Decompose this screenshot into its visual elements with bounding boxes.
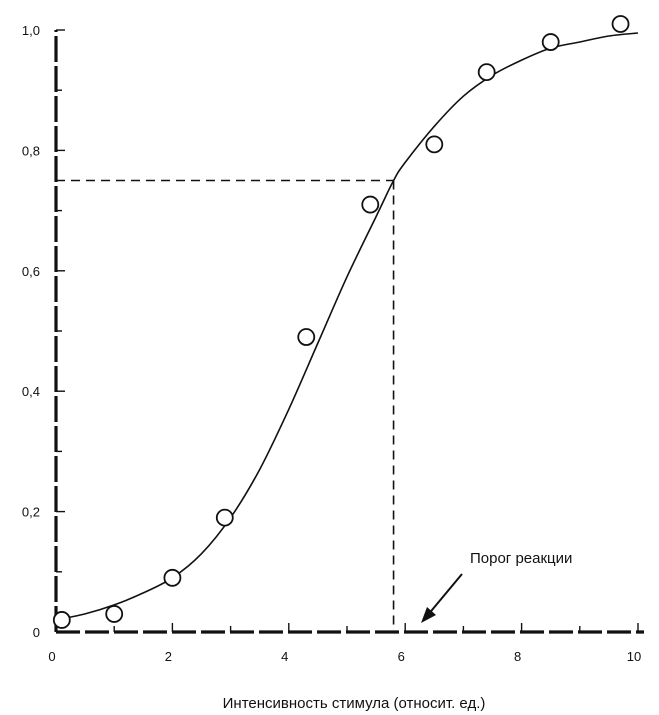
x-tick-label: 4 <box>281 649 288 664</box>
data-points <box>52 15 630 629</box>
threshold-arrow-head <box>421 607 436 623</box>
data-point <box>541 33 560 51</box>
data-point <box>163 568 182 587</box>
data-point <box>425 135 444 154</box>
y-tick-label: 0,4 <box>22 384 40 399</box>
x-tick-label: 8 <box>514 649 521 664</box>
threshold-annotation: Порог реакции <box>421 550 572 623</box>
data-point <box>297 328 316 346</box>
y-tick-labels: 0 0,2 0,4 0,6 0,8 1,0 <box>22 23 40 640</box>
threshold-guides <box>56 179 395 632</box>
data-point <box>477 63 496 82</box>
data-point <box>611 15 630 33</box>
x-tick-label: 0 <box>48 649 55 664</box>
y-tick-label: 0,8 <box>22 143 40 158</box>
y-tick-label: 0,2 <box>22 505 40 520</box>
tick-marks <box>55 29 639 633</box>
x-axis-title: Интенсивность стимула (относит. ед.) <box>223 695 486 712</box>
y-tick-label: 0,6 <box>22 264 40 279</box>
threshold-annotation-label: Порог реакции <box>470 550 572 567</box>
y-tick-label: 1,0 <box>22 23 40 38</box>
fit-curve <box>55 32 639 621</box>
x-tick-labels: 0 2 4 6 8 10 <box>48 649 641 664</box>
data-point <box>52 611 71 629</box>
y-tick-label: 0 <box>33 625 40 640</box>
data-point <box>105 605 124 623</box>
x-tick-label: 10 <box>627 649 641 664</box>
x-tick-label: 6 <box>398 649 405 664</box>
x-tick-label: 2 <box>165 649 172 664</box>
threshold-arrow-shaft <box>426 573 463 617</box>
axes <box>54 30 644 634</box>
data-point <box>361 195 380 214</box>
data-point <box>215 508 234 527</box>
